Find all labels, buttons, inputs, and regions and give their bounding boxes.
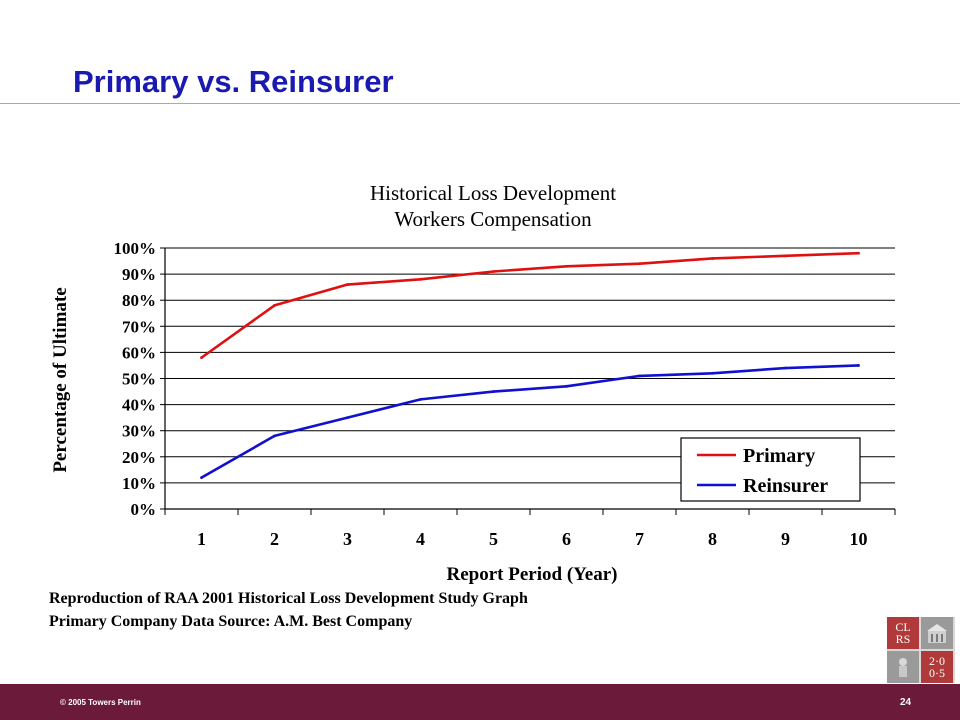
y-tick-label-60: 60% (122, 343, 156, 362)
data-point-primary-4 (419, 277, 422, 281)
x-tick-label-5: 5 (489, 529, 498, 549)
data-point-reinsurer-9 (784, 366, 787, 370)
x-tick-label-10: 10 (850, 529, 868, 549)
data-point-primary-1 (200, 356, 203, 360)
y-tick-label-80: 80% (122, 291, 156, 310)
data-point-reinsurer-4 (419, 397, 422, 401)
series-line-primary (200, 251, 859, 359)
y-tick-label-10: 10% (122, 474, 156, 493)
chart-series (200, 251, 860, 480)
y-tick-label-40: 40% (122, 396, 156, 415)
x-tick-label-6: 6 (562, 529, 571, 549)
data-point-primary-7 (638, 262, 641, 266)
conference-logo: CL RS 2·0 0·5 (887, 617, 955, 683)
x-tick-label-8: 8 (708, 529, 717, 549)
data-point-reinsurer-2 (273, 434, 276, 438)
page-number: 24 (900, 697, 912, 708)
y-tick-label-0: 0% (131, 500, 157, 519)
chart-legend: Primary Reinsurer (680, 437, 861, 502)
statue-icon (899, 658, 907, 677)
data-point-reinsurer-6 (565, 384, 568, 388)
y-tick-label-20: 20% (122, 448, 156, 467)
data-point-reinsurer-8 (711, 371, 714, 375)
building-icon (927, 624, 947, 643)
x-tick-label-9: 9 (781, 529, 790, 549)
data-point-reinsurer-10 (857, 364, 860, 367)
series-line-reinsurer (200, 364, 859, 479)
legend-label-reinsurer: Reinsurer (743, 475, 828, 497)
logo-statue-image (887, 651, 919, 683)
y-tick-label-50: 50% (122, 370, 156, 389)
chart-caption-source-study: Reproduction of RAA 2001 Historical Loss… (49, 590, 528, 607)
footer-bar: © 2005 Towers Perrin 24 (0, 684, 960, 720)
chart-title: Historical Loss Development (370, 181, 616, 205)
data-point-primary-5 (492, 270, 495, 273)
slide-title: Primary vs. Reinsurer (73, 64, 394, 99)
legend-label-primary: Primary (743, 445, 815, 467)
legend-box (680, 437, 861, 502)
chart-caption-data-source: Primary Company Data Source: A.M. Best C… (49, 613, 413, 630)
data-point-primary-6 (565, 264, 568, 268)
x-tick-label-2: 2 (270, 529, 279, 549)
data-point-reinsurer-3 (346, 416, 349, 420)
x-tick-label-4: 4 (416, 529, 425, 549)
data-point-primary-2 (273, 304, 276, 307)
x-axis: 1 2 3 4 5 6 7 8 9 10 (164, 508, 896, 549)
x-tick-label-3: 3 (343, 529, 352, 549)
x-tick-label-7: 7 (635, 529, 644, 549)
logo-building-image (921, 617, 953, 649)
data-point-reinsurer-7 (638, 374, 641, 378)
loss-development-chart: Historical Loss Development Workers Comp… (50, 181, 896, 585)
data-point-primary-3 (346, 283, 349, 286)
footer-copyright: © 2005 Towers Perrin (60, 698, 141, 707)
y-axis-label: Percentage of Ultimate (50, 287, 71, 472)
y-tick-label-90: 90% (122, 265, 156, 284)
data-point-primary-9 (784, 254, 787, 258)
title-divider (0, 103, 960, 104)
data-point-primary-10 (857, 251, 860, 255)
data-point-reinsurer-5 (492, 390, 495, 393)
y-axis: 0% 10% 20% 30% 40% 50% 60% 70% 80% 90% 100% (114, 239, 166, 519)
logo-cl-rs-mark: CL RS (887, 617, 919, 649)
y-tick-label-100: 100% (114, 239, 157, 258)
data-point-reinsurer-1 (200, 476, 203, 480)
logo-year-mark: 2·0 0·5 (921, 651, 953, 683)
y-tick-label-30: 30% (122, 422, 156, 441)
y-tick-label-70: 70% (122, 317, 156, 336)
x-tick-label-1: 1 (197, 529, 206, 549)
chart-subtitle: Workers Compensation (394, 207, 592, 231)
data-point-primary-8 (711, 257, 714, 260)
x-axis-label: Report Period (Year) (447, 564, 618, 585)
